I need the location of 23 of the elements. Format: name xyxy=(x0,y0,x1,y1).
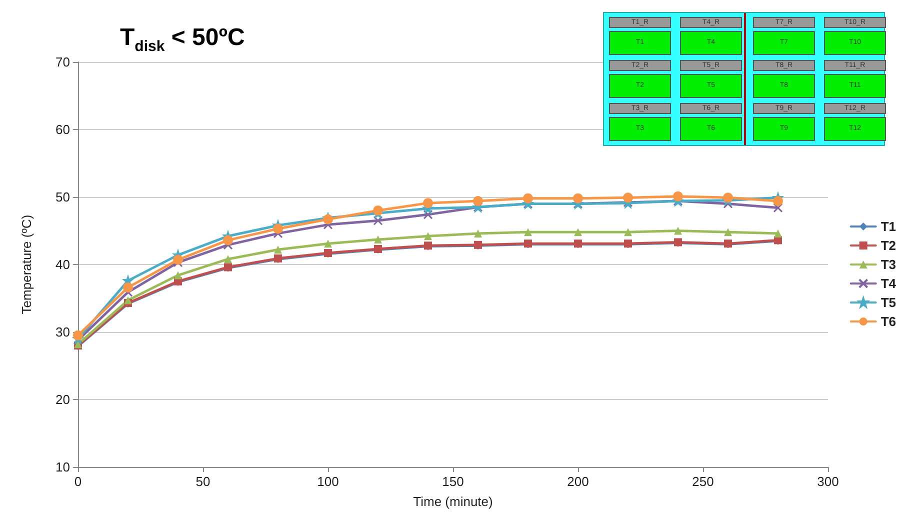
chart-title: T$_{disk}$ < 50ºC xyxy=(120,24,245,55)
x-axis-title: Time (minute) xyxy=(413,494,493,509)
x-tick-label: 300 xyxy=(817,474,839,489)
legend-label: T6 xyxy=(880,314,896,329)
y-tick-label: 10 xyxy=(56,460,70,474)
y-axis-title: Temperature (ºC) xyxy=(19,214,34,314)
y-tick-label: 40 xyxy=(56,257,70,272)
y-tick-label: 70 xyxy=(56,54,70,70)
legend-label: T1 xyxy=(880,219,896,234)
y-tick-label: 60 xyxy=(56,122,70,137)
x-tick-label: 250 xyxy=(692,474,714,489)
y-tick-label: 20 xyxy=(56,392,70,407)
y-tick-label: 30 xyxy=(56,324,70,340)
legend-label: T3 xyxy=(880,257,896,272)
x-tick-label: 150 xyxy=(442,474,464,489)
x-tick-label: 50 xyxy=(196,474,210,489)
x-tick-label: 100 xyxy=(317,474,339,489)
y-tick-label: 50 xyxy=(56,190,70,204)
legend-label: T5 xyxy=(880,295,896,310)
x-tick-label: 200 xyxy=(567,474,589,489)
legend-label: T2 xyxy=(880,238,896,253)
legend-label: T4 xyxy=(880,276,897,291)
x-tick-label: 0 xyxy=(74,474,82,489)
